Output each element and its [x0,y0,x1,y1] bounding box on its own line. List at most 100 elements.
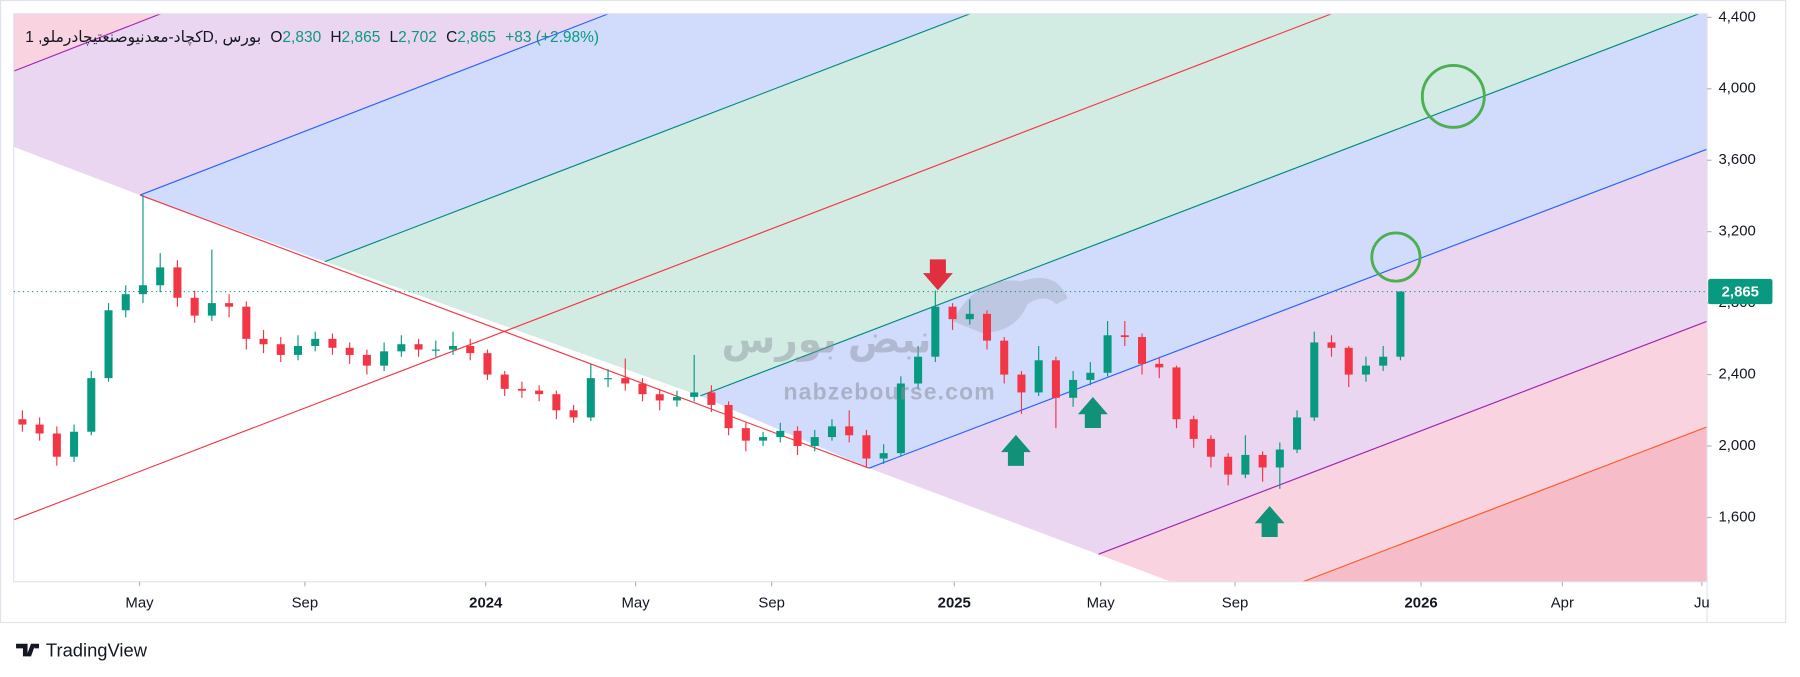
candle-body [1155,363,1164,368]
candle-body [672,396,681,401]
x-tick-label: Sep [1222,595,1249,612]
candle-body [724,404,733,429]
candle-body [1086,372,1095,380]
candle-body [862,435,871,459]
candle-body [1000,340,1009,375]
candle-body [259,338,268,345]
candle-body [793,430,802,447]
candle-body [1241,454,1250,475]
candle-body [121,294,130,311]
candle-body [173,267,182,298]
candle-body [586,378,595,418]
x-tick-label: May [622,595,651,612]
candle-body [914,356,923,384]
candle-body [242,306,251,339]
x-tick-label: Sep [292,595,319,612]
candle-body [311,338,320,346]
candle-body [1069,379,1078,398]
candle-body [1189,419,1198,439]
candle-body [535,390,544,395]
candle-body [690,392,699,397]
ohlc-value: 2,865 [342,29,381,46]
band-fill [324,13,1699,396]
y-tick-label: 3,600 [1718,151,1755,168]
candle-body [156,267,165,286]
watermark-text: نبض بورس [721,318,931,362]
x-tick-label: Ju [1694,595,1710,612]
fork-line [13,13,161,72]
fork-line [324,13,971,263]
candle-body [138,285,147,295]
candle-body [1396,291,1405,357]
up-arrow [1001,434,1031,466]
symbol-title: کچاد-معدنیوصنعتیچادرملو, 1D, بورس [25,29,261,46]
pitchfork-lines [13,13,1708,583]
candle-body [1310,342,1319,418]
x-tick-label: 2024 [469,595,503,612]
band-fill [869,149,1708,555]
candle-body [500,374,509,389]
candle-body [1103,335,1112,373]
candle-body [449,345,458,350]
candle-body [1138,337,1147,364]
pitchfork-fills [13,13,1708,582]
highlight-circle [1370,231,1422,283]
fork-line [1098,320,1708,555]
candle-body [1361,365,1370,375]
candle-body [621,378,630,384]
candle-body [982,313,992,341]
ohlc-key: C [446,29,457,46]
change-value: +83 (+2.98%) [505,29,599,46]
candle-body [190,297,199,316]
candle-body [1327,342,1336,348]
candle-body [87,378,96,432]
candle-body [741,428,750,441]
candle-body [293,345,303,355]
band-fill [13,13,609,196]
candle-body [965,313,974,320]
y-tick-label: 4,400 [1718,8,1755,25]
x-tick-label: 2026 [1404,595,1437,612]
candle-body [483,353,492,375]
candle-body [1258,454,1267,468]
band-fill [1098,321,1708,582]
candle-body [207,303,216,316]
legend-header: کچاد-معدنیوصنعتیچادرملو, 1D, بورس O2,830 H… [25,29,599,46]
candle-body [1120,335,1129,338]
candle-body [35,424,44,434]
candle-body [466,345,475,354]
candle-body [931,306,940,357]
candle-body [362,354,371,366]
fork-line [139,13,609,196]
fork-line [868,148,1708,469]
annotations [922,63,1486,538]
ohlc-key: L [390,29,399,46]
candle-body [18,419,27,425]
x-tick-label: 2025 [938,595,971,612]
y-tick-label: 4,000 [1718,80,1755,97]
fork-median [13,13,1332,521]
candle-body [1017,374,1026,393]
ohlc-value: 2,702 [398,29,437,46]
candle-body [1224,456,1233,475]
up-arrow [1254,506,1285,538]
candle-body [276,344,285,355]
band-fill [140,13,971,262]
candle-body [1379,356,1388,366]
candle-body [1051,360,1060,398]
highlight-circle [1420,63,1486,129]
candle-body [52,433,61,457]
candle-body [380,351,389,366]
x-tick-label: May [1087,595,1116,612]
candle-body [552,394,561,411]
candle-body [759,437,768,441]
candle-body [1293,417,1302,450]
fork-line [700,13,1700,397]
candle-body [345,347,354,355]
y-tick-label: 2,000 [1718,437,1755,454]
brand-logo [16,643,40,657]
candle-body [896,383,905,454]
candle-body [104,310,113,379]
